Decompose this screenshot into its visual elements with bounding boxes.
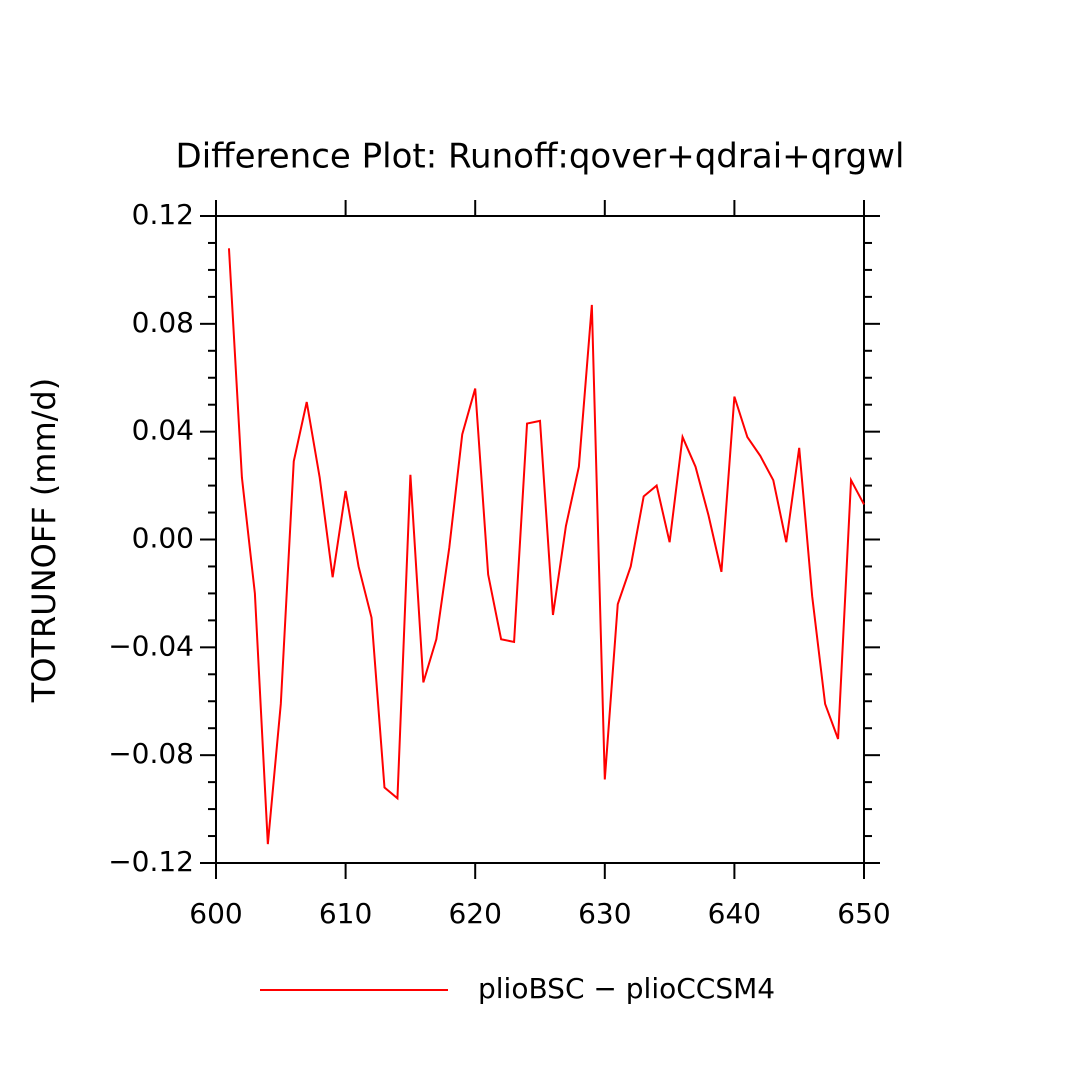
y-tick-label: −0.12 — [108, 845, 194, 878]
plot-frame — [215, 215, 865, 864]
y-axis-label: TOTRUNOFF (mm/d) — [25, 378, 63, 703]
data-line — [227, 248, 865, 845]
y-tick-label: −0.04 — [108, 629, 194, 662]
y-tick-label: −0.08 — [108, 737, 194, 770]
chart-title: Difference Plot: Runoff:qover+qdrai+qrgw… — [176, 137, 905, 177]
x-tick-label: 630 — [578, 897, 631, 930]
y-tick-label: 0.04 — [132, 414, 194, 447]
y-tick-label: 0.12 — [132, 198, 194, 231]
x-tick-label: 620 — [448, 897, 501, 930]
legend-label: plioBSC − plioCCSM4 — [478, 972, 775, 1005]
x-tick-label: 610 — [319, 897, 372, 930]
x-tick-label: 650 — [837, 897, 890, 930]
y-tick-label: 0.00 — [132, 522, 194, 555]
x-tick-label: 600 — [189, 897, 242, 930]
x-tick-label: 640 — [708, 897, 761, 930]
y-tick-label: 0.08 — [132, 306, 194, 339]
